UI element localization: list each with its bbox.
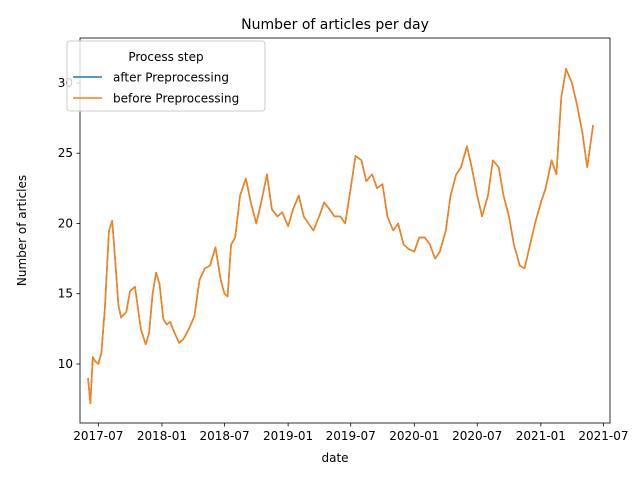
legend: Process step after Preprocessing before … xyxy=(66,40,266,112)
legend-label-after: after Preprocessing xyxy=(113,71,229,85)
x-tick-label: 2018-01 xyxy=(137,429,187,443)
chart-title: Number of articles per day xyxy=(241,17,429,33)
x-tick-label: 2021-01 xyxy=(516,429,566,443)
legend-box xyxy=(66,40,266,112)
x-tick-label: 2019-07 xyxy=(326,429,376,443)
legend-label-before: before Preprocessing xyxy=(113,92,239,106)
x-tick-label: 2018-07 xyxy=(199,429,249,443)
y-tick-label: 25 xyxy=(58,146,73,160)
x-axis-label: date xyxy=(321,451,348,465)
x-tick-label: 2020-07 xyxy=(452,429,502,443)
x-tick-label: 2021-07 xyxy=(578,429,628,443)
axes-frame xyxy=(79,37,611,424)
y-tick-label: 15 xyxy=(58,287,73,301)
x-tick-label: 2019-01 xyxy=(263,429,313,443)
plot-area xyxy=(79,37,611,424)
x-axis: 2017-07 2018-01 2018-07 2019-01 2019-07 2020-… xyxy=(73,423,629,443)
x-tick-label: 2017-07 xyxy=(73,429,123,443)
y-axis-label: Number of articles xyxy=(15,175,29,286)
series-line-before-preprocessing xyxy=(87,68,594,405)
legend-title: Process step xyxy=(128,50,203,64)
series-layer xyxy=(87,68,594,405)
x-tick-label: 2020-01 xyxy=(389,429,439,443)
y-tick-label: 10 xyxy=(58,357,73,371)
y-tick-label: 20 xyxy=(58,216,73,230)
